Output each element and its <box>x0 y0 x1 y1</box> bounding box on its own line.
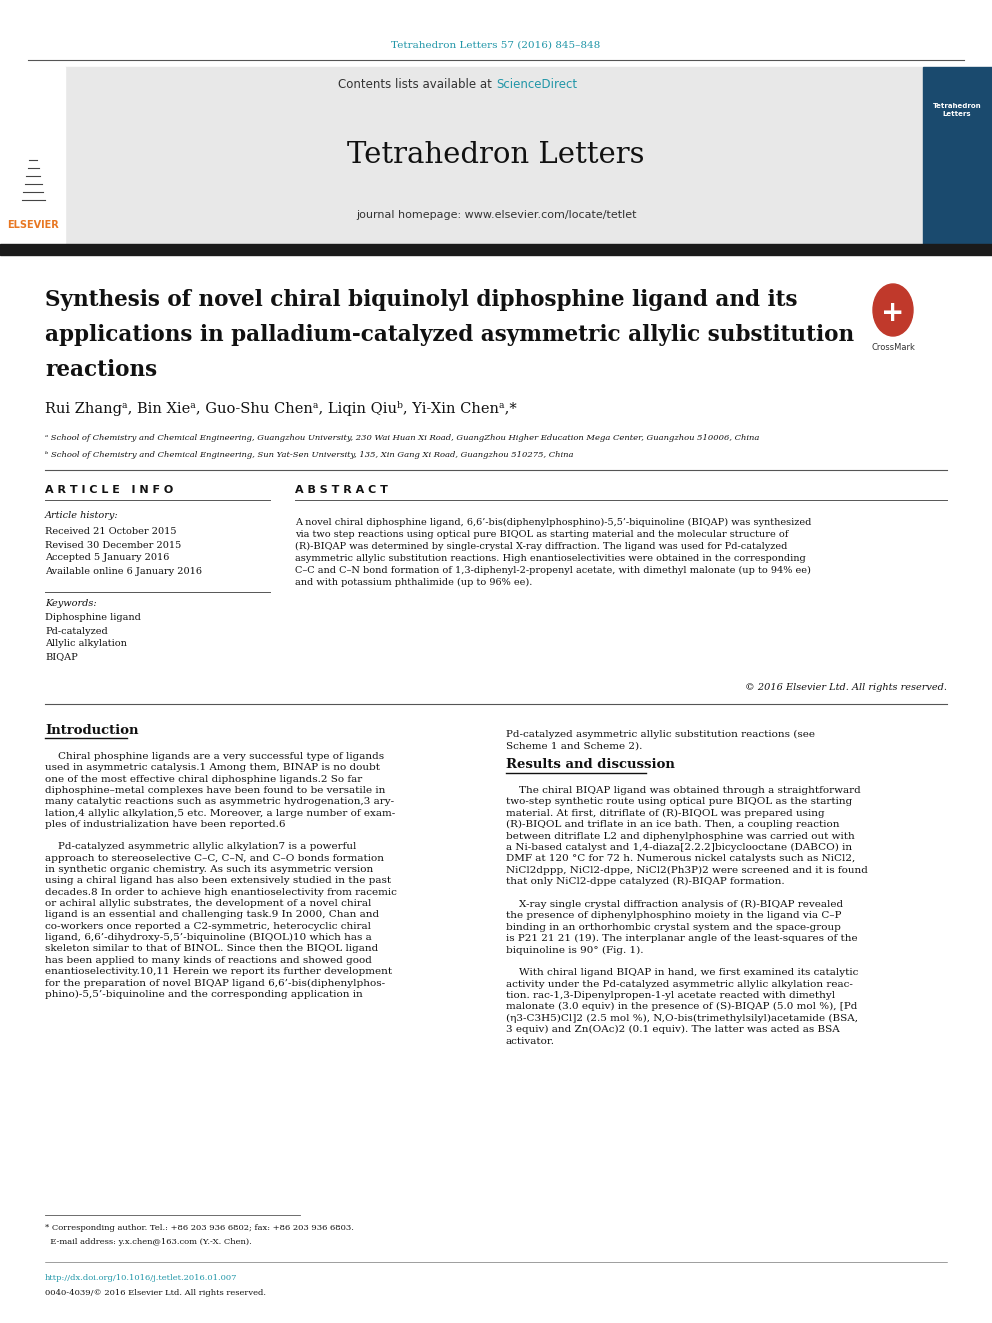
Text: ᵇ School of Chemistry and Chemical Engineering, Sun Yat-Sen University, 135, Xin: ᵇ School of Chemistry and Chemical Engin… <box>45 451 573 459</box>
Text: Revised 30 December 2015: Revised 30 December 2015 <box>45 541 182 549</box>
Text: +: + <box>881 299 905 327</box>
Text: Received 21 October 2015: Received 21 October 2015 <box>45 528 177 537</box>
Text: Tetrahedron
Letters: Tetrahedron Letters <box>932 103 981 116</box>
Text: Pd-catalyzed: Pd-catalyzed <box>45 627 108 635</box>
Text: http://dx.doi.org/10.1016/j.tetlet.2016.01.007: http://dx.doi.org/10.1016/j.tetlet.2016.… <box>45 1274 237 1282</box>
Text: E-mail address: y.x.chen@163.com (Y.-X. Chen).: E-mail address: y.x.chen@163.com (Y.-X. … <box>45 1238 252 1246</box>
Bar <box>923 67 992 245</box>
Text: A novel chiral diphosphine ligand, 6,6’-bis(diphenylphosphino)-5,5’-biquinoline : A novel chiral diphosphine ligand, 6,6’-… <box>295 519 811 586</box>
Text: Results and discussion: Results and discussion <box>506 758 675 770</box>
Text: Keywords:: Keywords: <box>45 599 96 609</box>
Text: Available online 6 January 2016: Available online 6 January 2016 <box>45 566 202 576</box>
Text: * Corresponding author. Tel.: +86 203 936 6802; fax: +86 203 936 6803.: * Corresponding author. Tel.: +86 203 93… <box>45 1224 354 1232</box>
Bar <box>65 67 923 245</box>
Text: BIQAP: BIQAP <box>45 652 77 662</box>
Bar <box>0 67 65 245</box>
Text: ScienceDirect: ScienceDirect <box>496 78 577 91</box>
Text: Accepted 5 January 2016: Accepted 5 January 2016 <box>45 553 170 562</box>
Text: Introduction: Introduction <box>45 724 139 737</box>
Text: The chiral BIQAP ligand was obtained through a straightforward
two-step syntheti: The chiral BIQAP ligand was obtained thr… <box>506 786 868 1045</box>
Text: Pd-catalyzed asymmetric allylic substitution reactions (see
Scheme 1 and Scheme : Pd-catalyzed asymmetric allylic substitu… <box>506 730 815 750</box>
Text: © 2016 Elsevier Ltd. All rights reserved.: © 2016 Elsevier Ltd. All rights reserved… <box>745 684 947 692</box>
Text: Contents lists available at: Contents lists available at <box>338 78 496 91</box>
Text: reactions: reactions <box>45 359 157 381</box>
Text: Rui Zhangᵃ, Bin Xieᵃ, Guo-Shu Chenᵃ, Liqin Qiuᵇ, Yi-Xin Chenᵃ,*: Rui Zhangᵃ, Bin Xieᵃ, Guo-Shu Chenᵃ, Liq… <box>45 401 517 415</box>
Bar <box>0 243 992 255</box>
Text: Tetrahedron Letters 57 (2016) 845–848: Tetrahedron Letters 57 (2016) 845–848 <box>392 41 600 49</box>
Text: 0040-4039/© 2016 Elsevier Ltd. All rights reserved.: 0040-4039/© 2016 Elsevier Ltd. All right… <box>45 1289 266 1297</box>
Ellipse shape <box>873 284 913 336</box>
Text: Article history:: Article history: <box>45 512 119 520</box>
Text: Diphosphine ligand: Diphosphine ligand <box>45 614 141 623</box>
Text: journal homepage: www.elsevier.com/locate/tetlet: journal homepage: www.elsevier.com/locat… <box>356 210 636 220</box>
Text: applications in palladium-catalyzed asymmetric allylic substitution: applications in palladium-catalyzed asym… <box>45 324 854 347</box>
Text: A B S T R A C T: A B S T R A C T <box>295 486 388 495</box>
Text: Allylic alkylation: Allylic alkylation <box>45 639 127 648</box>
Text: ᵃ School of Chemistry and Chemical Engineering, Guangzhou University, 230 Wai Hu: ᵃ School of Chemistry and Chemical Engin… <box>45 434 759 442</box>
Text: ELSEVIER: ELSEVIER <box>7 220 59 230</box>
Text: Synthesis of novel chiral biquinolyl diphosphine ligand and its: Synthesis of novel chiral biquinolyl dip… <box>45 288 798 311</box>
Text: Tetrahedron Letters: Tetrahedron Letters <box>347 142 645 169</box>
Text: Chiral phosphine ligands are a very successful type of ligands
used in asymmetri: Chiral phosphine ligands are a very succ… <box>45 751 397 999</box>
Text: A R T I C L E   I N F O: A R T I C L E I N F O <box>45 486 174 495</box>
Text: CrossMark: CrossMark <box>871 344 915 352</box>
